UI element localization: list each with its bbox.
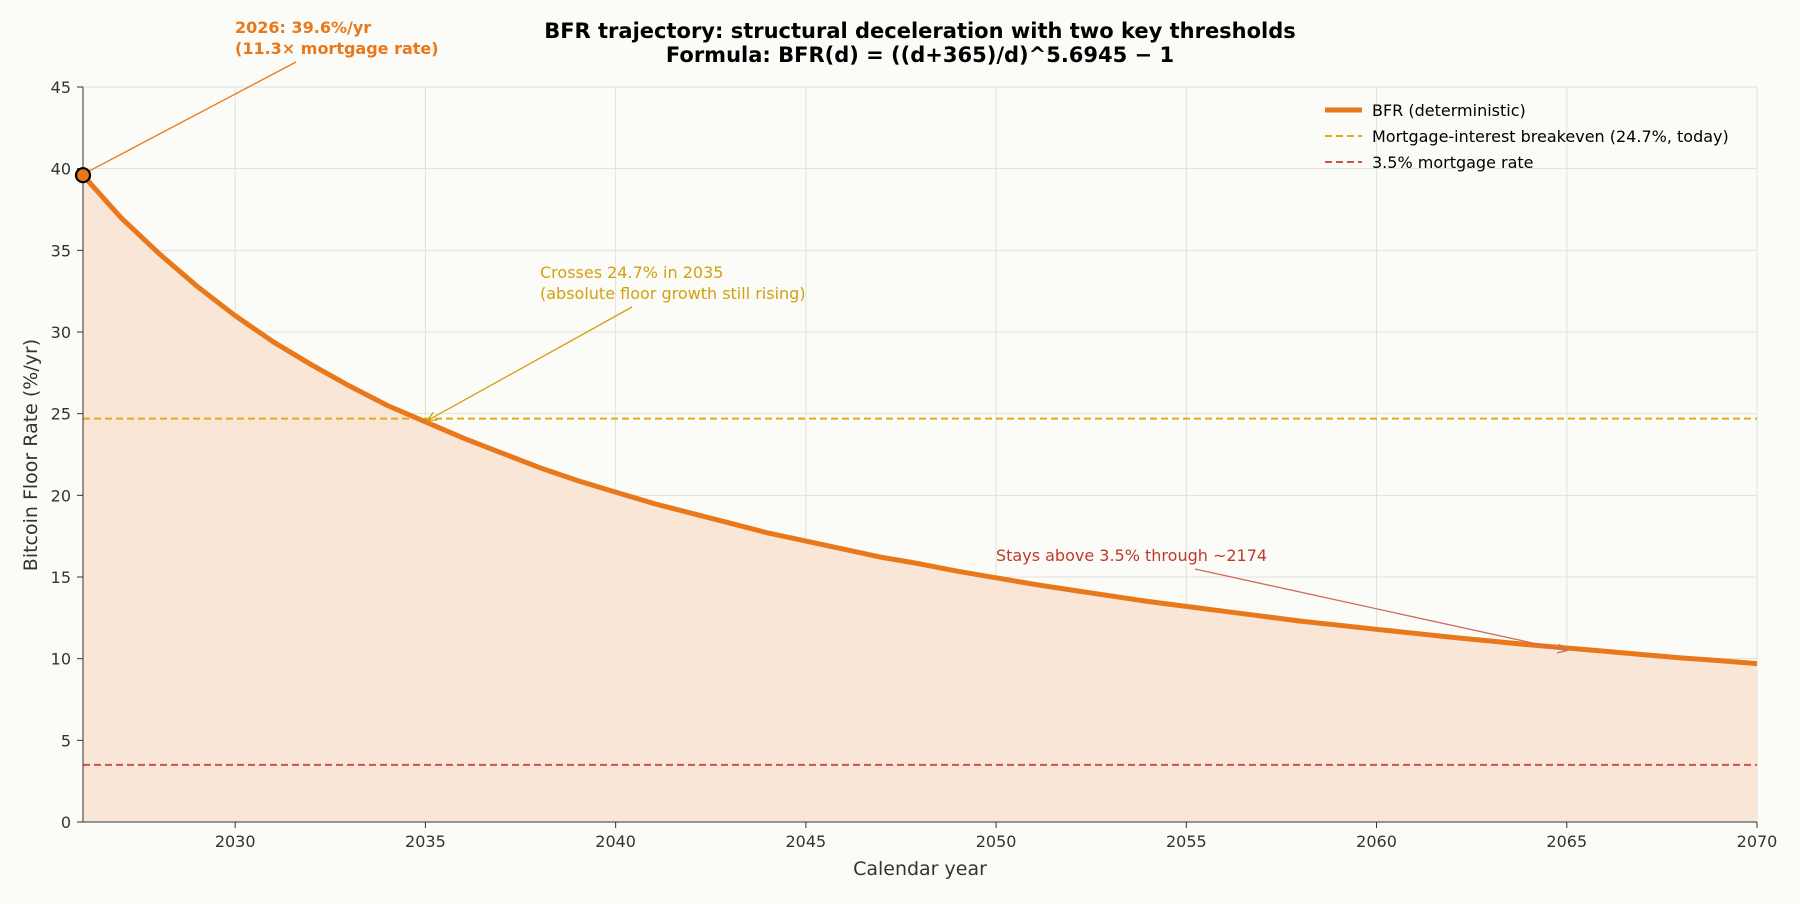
y-tick-label: 10 xyxy=(51,650,71,669)
annotation-start: 2026: 39.6%/yr (11.3× mortgage rate) xyxy=(86,18,439,173)
y-tick-label: 15 xyxy=(51,568,71,587)
x-tick-label: 2065 xyxy=(1546,832,1587,851)
legend-label-bfr: BFR (deterministic) xyxy=(1372,101,1526,120)
y-tick-label: 35 xyxy=(51,241,71,260)
legend-label-breakeven: Mortgage-interest breakeven (24.7%, toda… xyxy=(1372,127,1729,146)
chart-title-line1: BFR trajectory: structural deceleration … xyxy=(544,19,1296,43)
annotations: 2026: 39.6%/yr (11.3× mortgage rate) Cro… xyxy=(86,18,1569,654)
x-tick-label: 2040 xyxy=(595,832,636,851)
start-point-marker xyxy=(74,167,92,184)
legend-item-bfr: BFR (deterministic) xyxy=(1325,101,1526,120)
x-tick-label: 2070 xyxy=(1737,832,1778,851)
y-tick-label: 0 xyxy=(61,813,71,832)
annotation-stays-arrowhead xyxy=(1556,643,1569,654)
y-tick-label: 5 xyxy=(61,731,71,750)
y-tick-label: 45 xyxy=(51,78,71,97)
bfr-area-fill xyxy=(83,175,1757,822)
annotation-start-arrow xyxy=(86,61,297,173)
legend: BFR (deterministic) Mortgage-interest br… xyxy=(1325,101,1729,172)
x-tick-label: 2030 xyxy=(215,832,256,851)
axes xyxy=(82,87,1757,823)
annotation-cross-line1: Crosses 24.7% in 2035 xyxy=(540,263,723,282)
annotation-cross-line2: (absolute floor growth still rising) xyxy=(540,284,806,303)
y-axis-label: Bitcoin Floor Rate (%/yr) xyxy=(20,339,42,571)
y-tick-label: 30 xyxy=(51,323,71,342)
annotation-cross-arrow xyxy=(427,306,633,422)
annotation-start-line2: (11.3× mortgage rate) xyxy=(235,39,439,58)
y-tick-label: 20 xyxy=(51,486,71,505)
x-tick-label: 2055 xyxy=(1166,832,1207,851)
annotation-stays-arrow xyxy=(1194,568,1567,652)
chart-title-line2: Formula: BFR(d) = ((d+365)/d)^5.6945 − 1 xyxy=(666,43,1174,67)
annotation-stays-line1: Stays above 3.5% through ~2174 xyxy=(996,546,1267,565)
x-axis-label: Calendar year xyxy=(853,858,987,880)
bfr-series-line xyxy=(81,173,1758,667)
annotation-cross: Crosses 24.7% in 2035 (absolute floor gr… xyxy=(426,263,806,422)
legend-item-breakeven: Mortgage-interest breakeven (24.7%, toda… xyxy=(1325,127,1729,146)
legend-item-mortgage: 3.5% mortgage rate xyxy=(1325,153,1534,172)
annotation-start-line1: 2026: 39.6%/yr xyxy=(235,18,371,37)
y-axis-ticks: 0 5 10 15 20 25 30 35 40 45 xyxy=(51,78,83,832)
x-tick-label: 2050 xyxy=(976,832,1017,851)
x-axis-ticks: 2030 2035 2040 2045 2050 2055 2060 2065 2070 xyxy=(215,822,1778,851)
x-tick-label: 2035 xyxy=(405,832,446,851)
y-tick-label: 40 xyxy=(51,160,71,179)
annotation-stays: Stays above 3.5% through ~2174 xyxy=(996,546,1569,654)
x-tick-label: 2045 xyxy=(786,832,827,851)
annotation-cross-arrowhead xyxy=(426,412,438,422)
y-tick-label: 25 xyxy=(51,405,71,424)
legend-label-mortgage: 3.5% mortgage rate xyxy=(1372,153,1534,172)
x-tick-label: 2060 xyxy=(1356,832,1397,851)
